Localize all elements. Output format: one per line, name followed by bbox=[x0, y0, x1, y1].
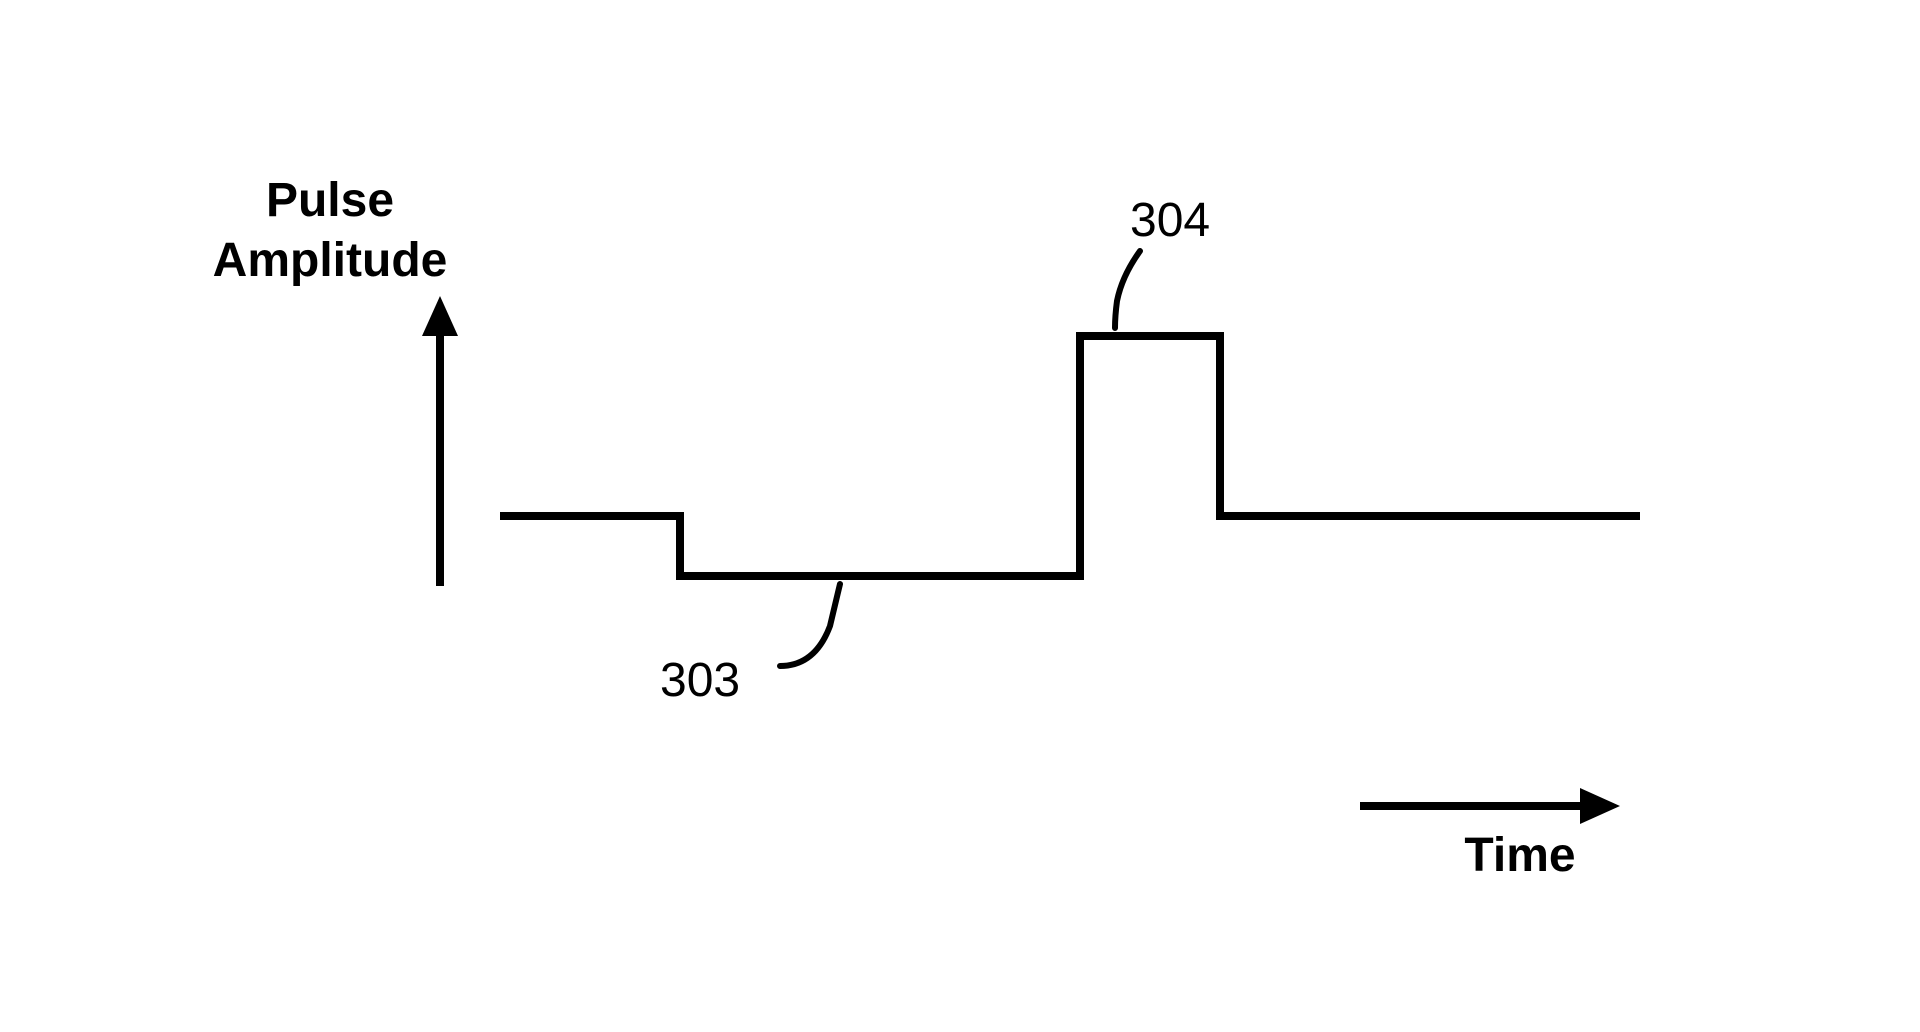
callout-303: 303 bbox=[660, 584, 840, 707]
callout-304-label: 304 bbox=[1130, 194, 1210, 247]
pulse-waveform-diagram: Pulse Amplitude 303 304 Time bbox=[210, 126, 1710, 906]
x-axis-arrow bbox=[1360, 788, 1620, 824]
y-axis-label-line2: Amplitude bbox=[213, 234, 448, 287]
waveform-path bbox=[500, 336, 1640, 576]
y-axis-label-line1: Pulse bbox=[266, 174, 394, 227]
callout-303-label: 303 bbox=[660, 654, 740, 707]
x-axis-label: Time bbox=[1464, 829, 1575, 882]
diagram-svg: Pulse Amplitude 303 304 Time bbox=[210, 126, 1710, 906]
callout-304: 304 bbox=[1115, 194, 1210, 328]
y-axis-arrow bbox=[422, 296, 458, 586]
